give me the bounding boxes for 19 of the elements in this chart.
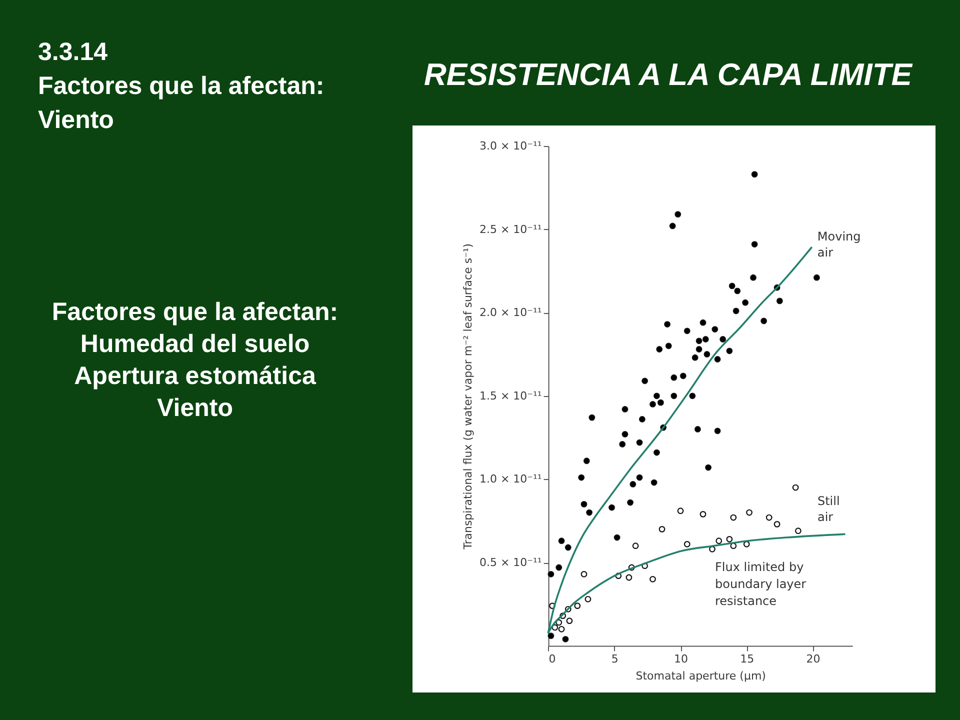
series-label: Moving air xyxy=(817,230,861,260)
y-tick-label: 2.5 × 10⁻¹¹ xyxy=(479,222,542,236)
x-tick-label: 15 xyxy=(740,652,754,666)
x-tick-label: 0 xyxy=(548,652,556,666)
y-axis-title: Transpirational flux (g water vapor m⁻² leaf surface s⁻¹) xyxy=(461,243,474,550)
y-tick-label: 0.5 × 10⁻¹¹ xyxy=(479,556,542,569)
y-tick-label: 1.0 × 10⁻¹¹ xyxy=(479,472,542,486)
x-tick-label: 10 xyxy=(674,652,688,666)
y-tick-label: 3.0 × 10⁻¹¹ xyxy=(479,140,542,152)
y-tick-label: 1.5 × 10⁻¹¹ xyxy=(479,389,542,402)
y-tick-label: 2.0 × 10⁻¹¹ xyxy=(479,306,542,320)
text: 3.3.14 Factores que la afectan: Viento xyxy=(38,38,324,134)
x-tick-label: 5 xyxy=(611,652,618,666)
x-tick-label: 20 xyxy=(806,652,820,666)
series-label: Still air xyxy=(817,494,840,524)
annotation: Flux limited by boundary layer resistance xyxy=(715,560,806,608)
x-axis-title: Stomatal aperture (μm) xyxy=(636,669,766,682)
chart-title: RESISTENCIA A LA CAPA LIMITE xyxy=(424,57,914,92)
text: Factores que la afectan: Humedad del suelo Apertura estomática Viento xyxy=(52,298,338,422)
